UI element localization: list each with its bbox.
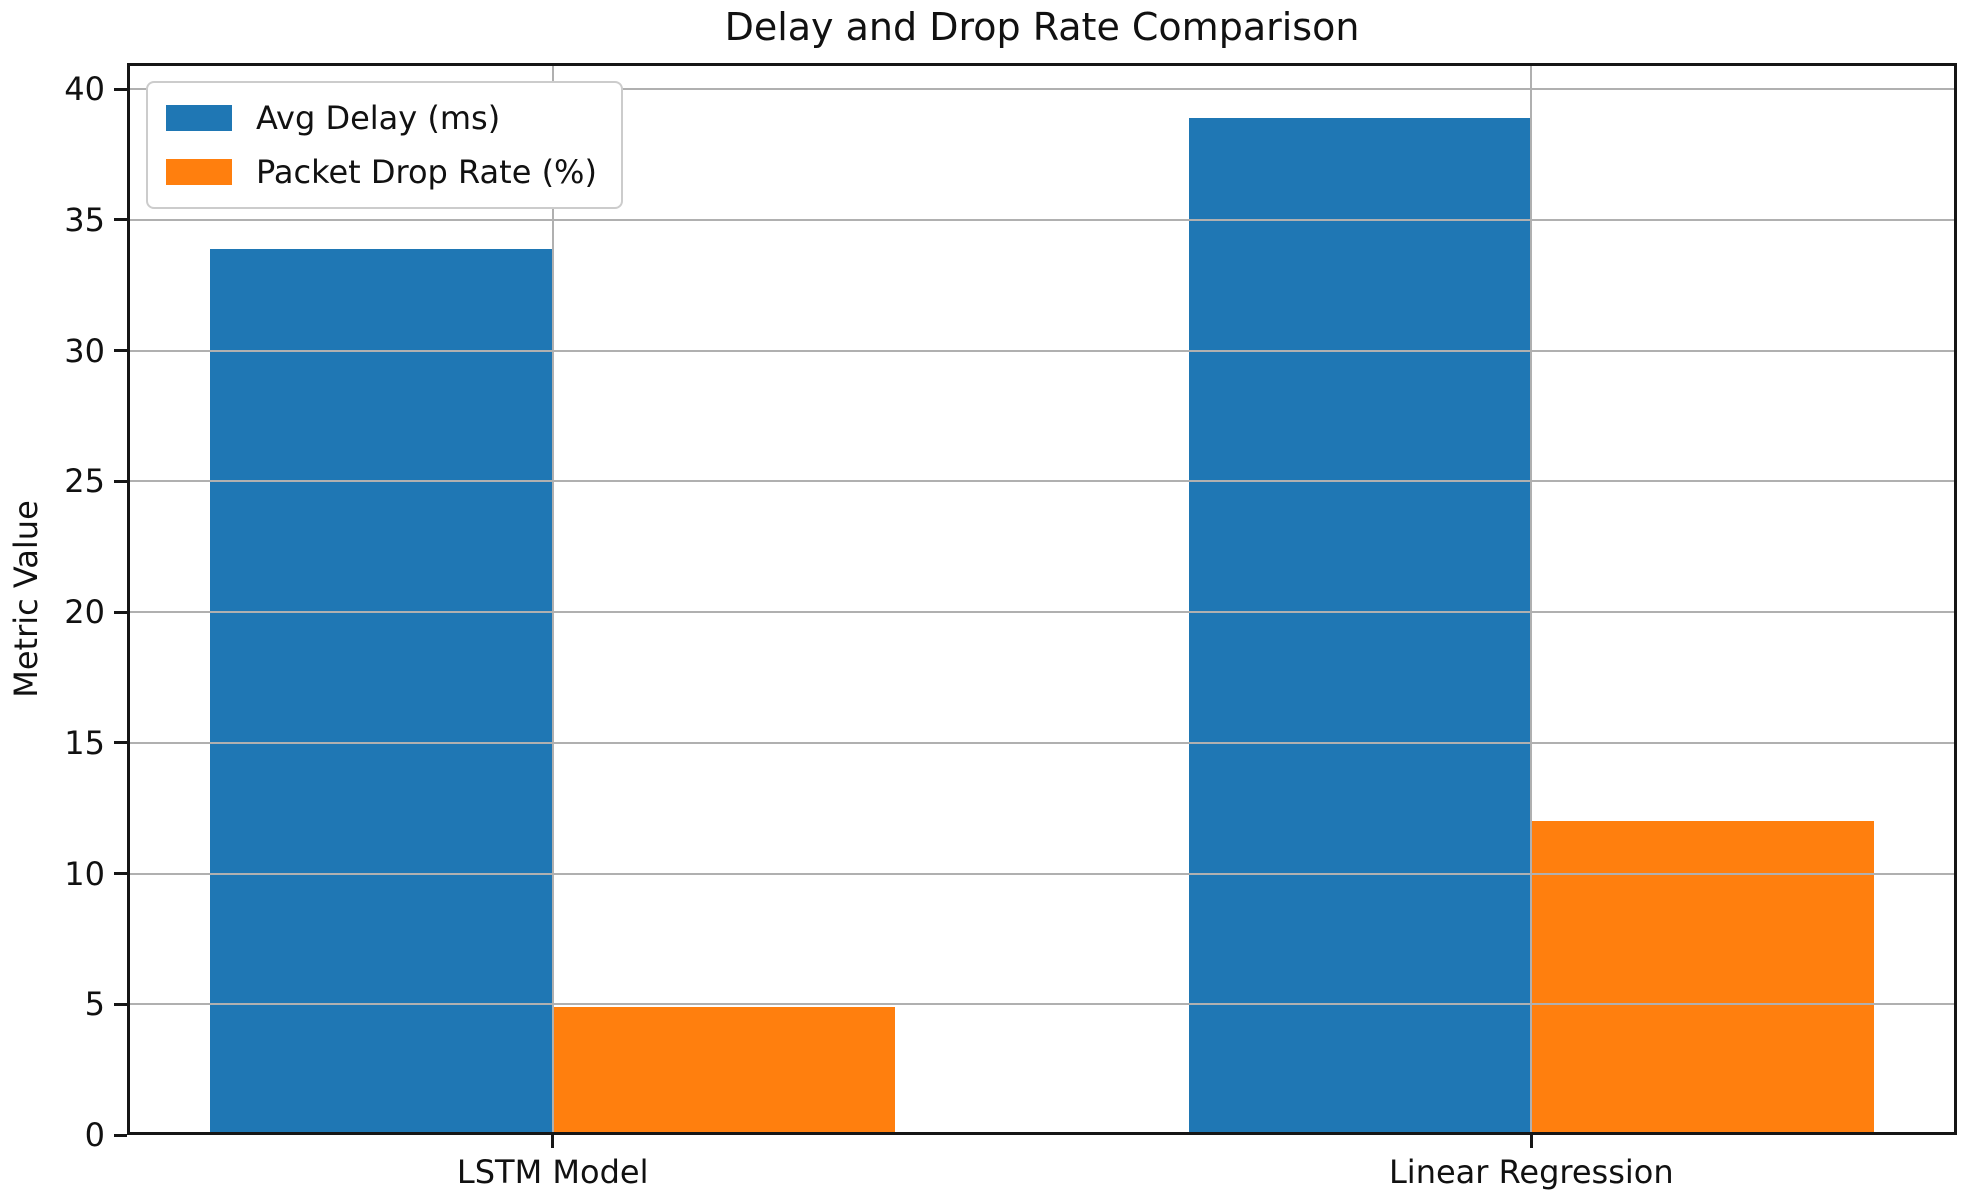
ytick-label-20: 20 [64, 593, 105, 632]
ytick-mark-0 [114, 1133, 127, 1137]
ytick-label-0: 0 [84, 1116, 105, 1154]
ytick-label-35: 35 [64, 200, 105, 239]
bar-drop-rate-1 [552, 1006, 896, 1135]
gridline-y-5 [127, 1003, 1957, 1006]
gridline-y-40 [127, 88, 1957, 91]
ytick-label-15: 15 [64, 723, 105, 762]
gridline-y-35 [127, 218, 1957, 221]
xtick-label-1: LSTM Model [456, 1153, 649, 1191]
ytick-label-30: 30 [64, 331, 105, 370]
ytick-mark-5 [114, 1002, 127, 1006]
ytick-mark-25 [114, 479, 127, 483]
ticks-layer: 0 5 10 15 20 25 30 35 40 LSTM Model Linear Regress… [64, 63, 1957, 1191]
gridline-y-10 [127, 872, 1957, 875]
xtick-mark-1 [551, 1135, 555, 1148]
ytick-mark-15 [114, 741, 127, 745]
gridline-y-25 [127, 480, 1957, 483]
grid-layer [127, 63, 1957, 1135]
legend-row-2: Packet Drop Rate (%) [166, 153, 597, 191]
bar-avg-delay-1 [210, 248, 553, 1135]
ytick-mark-10 [114, 872, 127, 875]
plot-area: 0 5 10 15 20 25 30 35 40 LSTM Model Linear Regress… [64, 63, 1957, 1191]
gridline-y-15 [127, 741, 1957, 744]
xtick-mark-2 [1529, 1135, 1533, 1148]
chart-title: Delay and Drop Rate Comparison [724, 5, 1360, 49]
ytick-label-40: 40 [64, 70, 105, 109]
legend: Avg Delay (ms) Packet Drop Rate (%) [146, 81, 623, 209]
xtick-label-2: Linear Regression [1388, 1153, 1674, 1191]
gridline-y-30 [127, 349, 1957, 352]
ytick-mark-30 [114, 349, 127, 353]
ytick-mark-40 [114, 87, 127, 91]
legend-row-1: Avg Delay (ms) [166, 99, 597, 137]
gridline-x-2 [1530, 63, 1533, 1135]
ytick-label-25: 25 [64, 462, 105, 501]
ytick-mark-35 [114, 218, 127, 222]
ytick-mark-20 [114, 610, 127, 614]
legend-label: Packet Drop Rate (%) [256, 153, 597, 191]
legend-swatch-icon [166, 159, 232, 185]
gridline-x-1 [551, 63, 554, 1135]
ytick-label-10: 10 [64, 854, 105, 893]
legend-swatch-icon [166, 105, 232, 131]
legend-label: Avg Delay (ms) [256, 99, 501, 137]
bar-avg-delay-2 [1188, 117, 1532, 1135]
gridline-y-20 [127, 611, 1957, 614]
ytick-label-5: 5 [84, 985, 105, 1024]
